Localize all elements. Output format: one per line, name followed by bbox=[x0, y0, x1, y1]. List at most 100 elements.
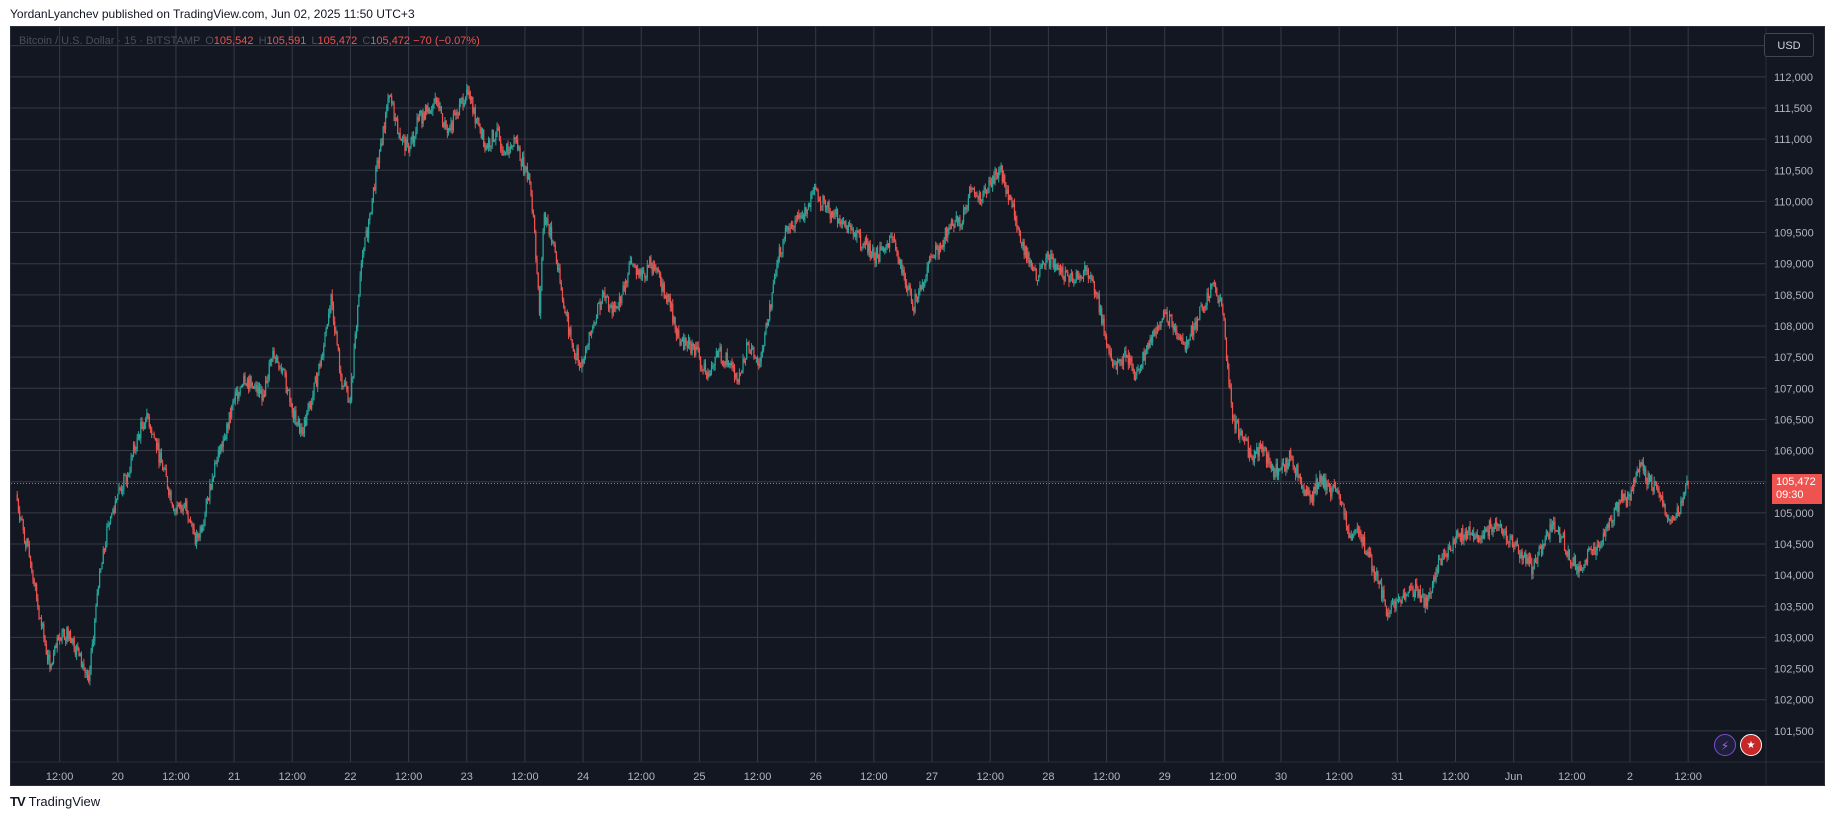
candle-body bbox=[901, 260, 903, 273]
candle-body bbox=[1032, 265, 1034, 271]
candle-body bbox=[758, 363, 760, 366]
candle-body bbox=[226, 423, 228, 439]
candle-body bbox=[842, 221, 845, 222]
candle-body bbox=[1229, 384, 1231, 388]
candle-body bbox=[172, 506, 175, 511]
candle-body bbox=[1320, 475, 1322, 483]
candle-body bbox=[1440, 558, 1442, 566]
candle-body bbox=[936, 245, 938, 247]
candle-body bbox=[1656, 482, 1658, 489]
candle-body bbox=[101, 563, 103, 570]
candle-body bbox=[1102, 318, 1104, 324]
candle-body bbox=[1091, 275, 1093, 279]
candle-body bbox=[958, 217, 960, 223]
candle-body bbox=[748, 344, 750, 353]
candle-body bbox=[166, 476, 169, 488]
candle-body bbox=[1357, 527, 1360, 532]
candle-body bbox=[112, 509, 114, 514]
candle-body bbox=[1178, 336, 1180, 339]
candle-body bbox=[1051, 254, 1053, 257]
candle-body bbox=[1308, 487, 1310, 496]
candle-body bbox=[481, 130, 484, 138]
candle-body bbox=[286, 390, 289, 393]
candle-body bbox=[1202, 307, 1205, 310]
candle-body bbox=[1499, 524, 1501, 527]
candle-body bbox=[1201, 305, 1203, 310]
candle-body bbox=[592, 325, 594, 331]
candle-body bbox=[1583, 564, 1585, 569]
y-tick-label: 111,500 bbox=[1774, 103, 1812, 115]
candle-body bbox=[1372, 569, 1374, 571]
candle-body bbox=[1413, 592, 1415, 598]
chart-panel[interactable]: Bitcoin / U.S. Dollar · 15 · BITSTAMP O1… bbox=[10, 26, 1825, 786]
candle-body bbox=[1545, 531, 1547, 539]
candle-body bbox=[1641, 461, 1643, 465]
candle-body bbox=[880, 246, 882, 250]
candle-body bbox=[1493, 525, 1495, 529]
candle-body bbox=[97, 587, 99, 594]
candle-body bbox=[119, 488, 121, 489]
candle-body bbox=[1025, 247, 1028, 260]
y-tick-label: 102,500 bbox=[1774, 664, 1814, 676]
price-chart[interactable]: 101,500 102,000 102,500 103,000 103,500 104,0… bbox=[11, 27, 1825, 786]
candle-body bbox=[835, 209, 837, 214]
footer-brand[interactable]: TV TradingView bbox=[10, 794, 100, 809]
candle-body bbox=[1024, 247, 1026, 256]
candle-body bbox=[480, 128, 482, 138]
candle-body bbox=[600, 301, 602, 310]
candle-body bbox=[246, 379, 249, 386]
candle-body bbox=[205, 499, 207, 513]
candle-body bbox=[853, 232, 856, 235]
candle-body bbox=[500, 140, 502, 150]
candle-body bbox=[1356, 527, 1358, 530]
candle-body bbox=[1116, 361, 1119, 370]
candle-body bbox=[225, 438, 227, 439]
candle-body bbox=[954, 220, 956, 228]
candle-body bbox=[1309, 495, 1311, 501]
candle-body bbox=[1420, 594, 1423, 603]
candle-body bbox=[468, 91, 470, 96]
candle-body bbox=[52, 653, 55, 664]
candle-body bbox=[1211, 283, 1213, 285]
candle-body bbox=[1005, 186, 1007, 194]
x-tick-label: 24 bbox=[577, 771, 589, 783]
candle-body bbox=[1578, 565, 1580, 573]
candle-body bbox=[1096, 291, 1098, 295]
candle-body bbox=[584, 350, 587, 357]
candle-body bbox=[279, 368, 281, 370]
candle-body bbox=[434, 97, 436, 103]
candle-body bbox=[1221, 297, 1223, 306]
candle-body bbox=[342, 386, 344, 387]
candle-body bbox=[109, 516, 112, 524]
candle-body bbox=[953, 225, 955, 228]
x-tick-label: 12:00 bbox=[1558, 771, 1586, 783]
bolt-icon[interactable]: ⚡ bbox=[1714, 734, 1736, 756]
candle-body bbox=[943, 239, 945, 247]
candle-body bbox=[136, 438, 138, 449]
candle-body bbox=[437, 100, 439, 102]
candle-body bbox=[66, 627, 68, 642]
candle-body bbox=[194, 533, 196, 544]
candle-body bbox=[969, 187, 971, 198]
candle-body bbox=[486, 145, 488, 148]
candle-body bbox=[647, 264, 650, 266]
candle-body bbox=[1593, 546, 1595, 551]
candle-body bbox=[543, 213, 545, 231]
candle-body bbox=[959, 217, 961, 227]
currency-button[interactable]: USD bbox=[1764, 33, 1814, 57]
candle-body bbox=[669, 297, 671, 308]
candle-body bbox=[1479, 538, 1481, 541]
candle-body bbox=[783, 238, 785, 240]
candle-body bbox=[1142, 351, 1144, 368]
candle-body bbox=[742, 359, 744, 372]
candle-body bbox=[31, 562, 33, 571]
candle-body bbox=[770, 304, 772, 309]
candle-body bbox=[1269, 462, 1271, 464]
candle-body bbox=[1299, 475, 1302, 482]
candle-body bbox=[538, 288, 541, 314]
candle-body bbox=[1033, 268, 1035, 271]
candle-body bbox=[405, 139, 407, 151]
us-flag-icon[interactable]: ★ bbox=[1740, 734, 1762, 756]
candle-body bbox=[952, 220, 954, 226]
candle-body bbox=[1436, 568, 1438, 572]
